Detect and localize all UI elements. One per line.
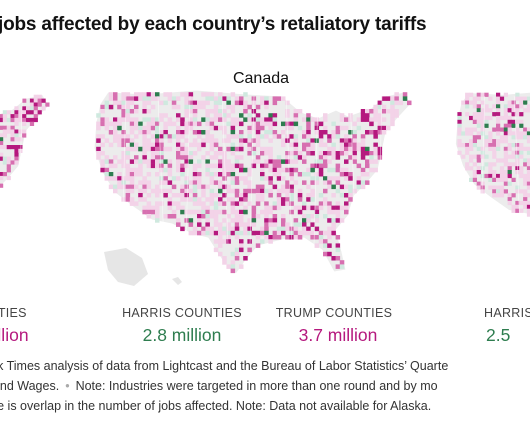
- source-note: ork Times analysis of data from Lightcas…: [0, 356, 530, 416]
- us-county-map-right-partial: [454, 91, 530, 233]
- source-line-2: t and Wages. • Note: Industries were targe…: [0, 376, 530, 396]
- alaska-inset: [104, 248, 148, 286]
- us-county-map-left: [0, 89, 530, 286]
- hawaii-inset: [172, 277, 182, 285]
- harris-counties-label: HARRIS COUNTIES: [122, 306, 242, 320]
- source-line-1: ork Times analysis of data from Lightcas…: [0, 359, 449, 373]
- trump-counties-label-left: UNTIES: [0, 306, 27, 320]
- source-line-3: ere is overlap in the number of jobs aff…: [0, 399, 432, 413]
- trump-jobs-value-left: llion: [0, 325, 29, 345]
- us-county-map-left-partial: [0, 93, 50, 235]
- harris-counties-label-right: HARRIS: [484, 306, 530, 320]
- panel-title-canada: Canada: [232, 70, 290, 87]
- trump-jobs-value: 3.7 million: [298, 325, 378, 345]
- separator-dot: •: [65, 379, 70, 393]
- trump-counties-label: TRUMP COUNTIES: [275, 306, 393, 320]
- source-line-2a: t and Wages.: [0, 379, 60, 393]
- chart-headline: jobs affected by each country’s retaliat…: [0, 14, 427, 35]
- harris-jobs-value: 2.8 million: [142, 325, 222, 345]
- harris-jobs-value-right: 2.5: [486, 325, 511, 345]
- us-county-map-canada: [93, 89, 412, 286]
- source-line-2b: Note: Industries were targeted in more t…: [75, 379, 438, 393]
